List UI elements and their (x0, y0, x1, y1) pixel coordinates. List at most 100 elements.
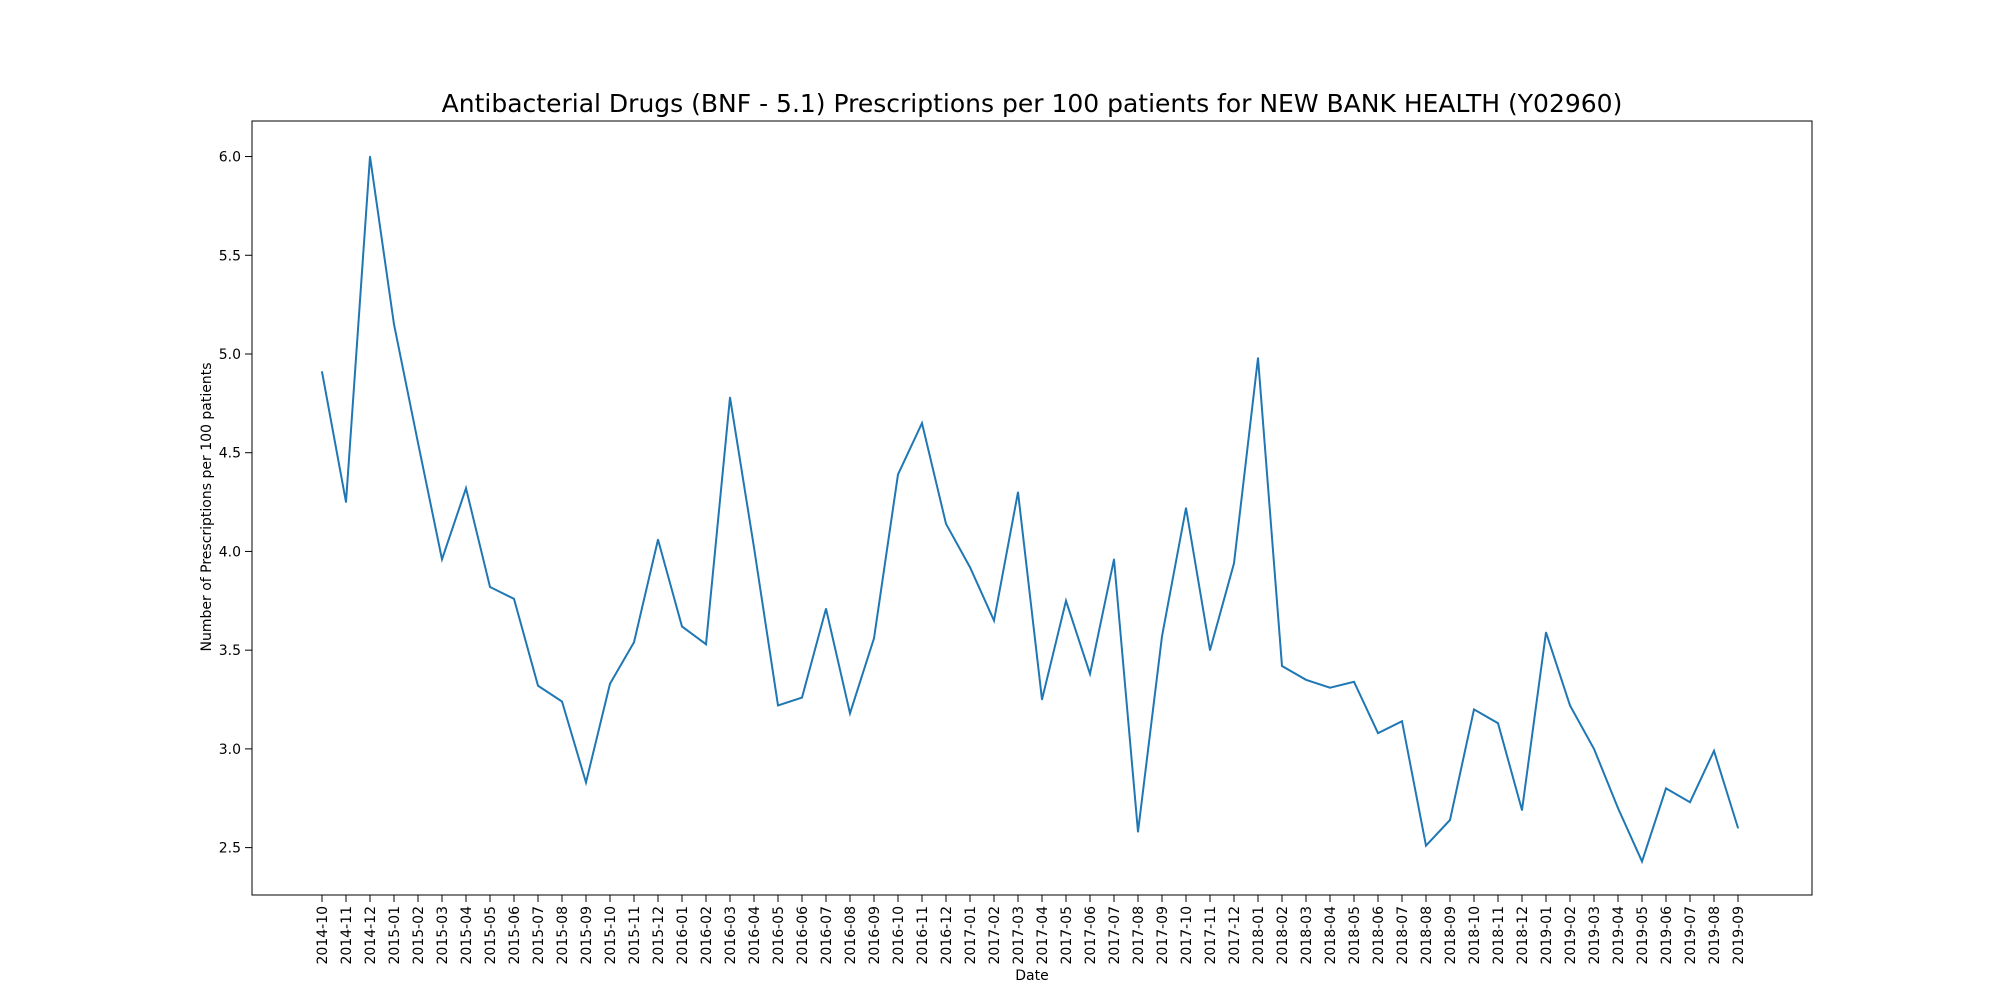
x-tick-label: 2016-09 (867, 906, 883, 965)
x-tick-label: 2016-12 (939, 906, 955, 965)
x-tick-label: 2018-10 (1467, 906, 1483, 965)
x-tick-label: 2017-06 (1083, 906, 1099, 965)
y-tick-label: 4.5 (219, 446, 241, 462)
y-tick-label: 5.5 (219, 248, 241, 264)
x-tick-label: 2017-10 (1179, 906, 1195, 965)
x-tick-label: 2015-06 (507, 906, 523, 965)
x-tick-label: 2016-04 (747, 906, 763, 965)
data-point (1281, 665, 1283, 667)
data-point (1113, 558, 1115, 561)
y-tick-label: 6.0 (219, 150, 241, 166)
data-point (1473, 708, 1475, 711)
x-axis-label: Date (1015, 968, 1048, 984)
y-tick-label: 5.0 (219, 347, 241, 363)
data-point (417, 442, 419, 444)
x-tick-label: 2017-01 (963, 906, 979, 965)
data-point (1209, 649, 1211, 651)
data-point (801, 696, 803, 699)
data-point (1305, 678, 1307, 681)
data-point (945, 523, 947, 525)
y-tick-label: 3.5 (219, 643, 241, 659)
x-tick-label: 2019-02 (1563, 906, 1579, 965)
x-tick-label: 2017-04 (1035, 906, 1051, 965)
x-tick-label: 2016-07 (819, 906, 835, 965)
data-point (441, 558, 443, 561)
data-point (1089, 673, 1091, 675)
data-point (1593, 748, 1595, 750)
data-point (921, 422, 923, 424)
y-tick-label: 3.0 (219, 742, 241, 758)
data-point (633, 641, 635, 644)
x-tick-label: 2016-01 (675, 906, 691, 965)
data-point (657, 538, 659, 541)
data-point (1521, 809, 1523, 811)
x-tick-label: 2018-04 (1323, 906, 1339, 965)
data-point (1425, 844, 1427, 847)
x-tick-label: 2018-12 (1515, 906, 1531, 965)
x-tick-label: 2018-01 (1251, 906, 1267, 965)
data-point (1545, 631, 1547, 634)
x-tick-label: 2015-05 (483, 906, 499, 965)
data-point (1641, 860, 1643, 863)
x-tick-label: 2019-09 (1731, 906, 1747, 965)
data-point (1065, 600, 1067, 602)
x-tick-label: 2015-11 (627, 906, 643, 965)
data-point (489, 586, 491, 588)
data-point (1449, 819, 1451, 821)
data-point (1041, 698, 1043, 701)
data-point (1161, 635, 1163, 638)
data-point (729, 396, 731, 399)
x-tick-label: 2015-07 (531, 906, 547, 965)
x-tick-label: 2014-10 (315, 906, 331, 965)
data-point (465, 487, 467, 490)
x-tick-label: 2016-05 (771, 906, 787, 965)
data-point (705, 643, 707, 646)
x-tick-label: 2015-02 (411, 906, 427, 965)
data-point (969, 566, 971, 569)
data-point (1353, 680, 1355, 683)
x-tick-label: 2015-10 (603, 906, 619, 965)
y-tick-label: 4.0 (219, 544, 241, 560)
x-tick-label: 2018-09 (1443, 906, 1459, 965)
x-tick-label: 2017-03 (1011, 906, 1027, 965)
x-tick-label: 2018-03 (1299, 906, 1315, 965)
data-point (369, 155, 371, 158)
data-point (1257, 357, 1259, 359)
x-tick-label: 2015-04 (459, 906, 475, 965)
data-point (609, 682, 611, 685)
x-tick-label: 2016-03 (723, 906, 739, 965)
data-point (1713, 750, 1715, 752)
plot-frame (251, 120, 1813, 896)
x-tick-label: 2019-04 (1611, 906, 1627, 965)
data-point (585, 781, 587, 784)
data-point (1329, 686, 1331, 689)
data-point (537, 684, 539, 687)
data-point (1689, 801, 1691, 803)
data-point (1137, 831, 1139, 833)
x-tick-label: 2017-08 (1131, 906, 1147, 965)
data-point (1737, 827, 1739, 829)
data-point (1401, 720, 1403, 723)
x-tick-label: 2018-02 (1275, 906, 1291, 965)
x-tick-label: 2017-05 (1059, 906, 1075, 965)
data-point (1377, 732, 1379, 734)
data-point (1569, 704, 1571, 707)
x-tick-label: 2018-11 (1491, 906, 1507, 965)
x-tick-label: 2019-08 (1707, 906, 1723, 965)
x-tick-label: 2019-05 (1635, 906, 1651, 965)
y-tick-label: 2.5 (219, 841, 241, 857)
x-tick-label: 2017-02 (987, 906, 1003, 965)
data-point (777, 704, 779, 707)
x-tick-label: 2017-12 (1227, 906, 1243, 965)
x-tick-label: 2019-06 (1659, 906, 1675, 965)
data-point (345, 501, 347, 503)
data-point (513, 598, 515, 600)
chart-title: Antibacterial Drugs (BNF - 5.1) Prescrip… (442, 89, 1623, 118)
x-tick-label: 2015-09 (579, 906, 595, 965)
data-point (393, 323, 395, 326)
x-tick-label: 2016-06 (795, 906, 811, 965)
data-point (897, 473, 899, 476)
x-tick-label: 2018-06 (1371, 906, 1387, 965)
x-tick-label: 2019-01 (1539, 906, 1555, 965)
